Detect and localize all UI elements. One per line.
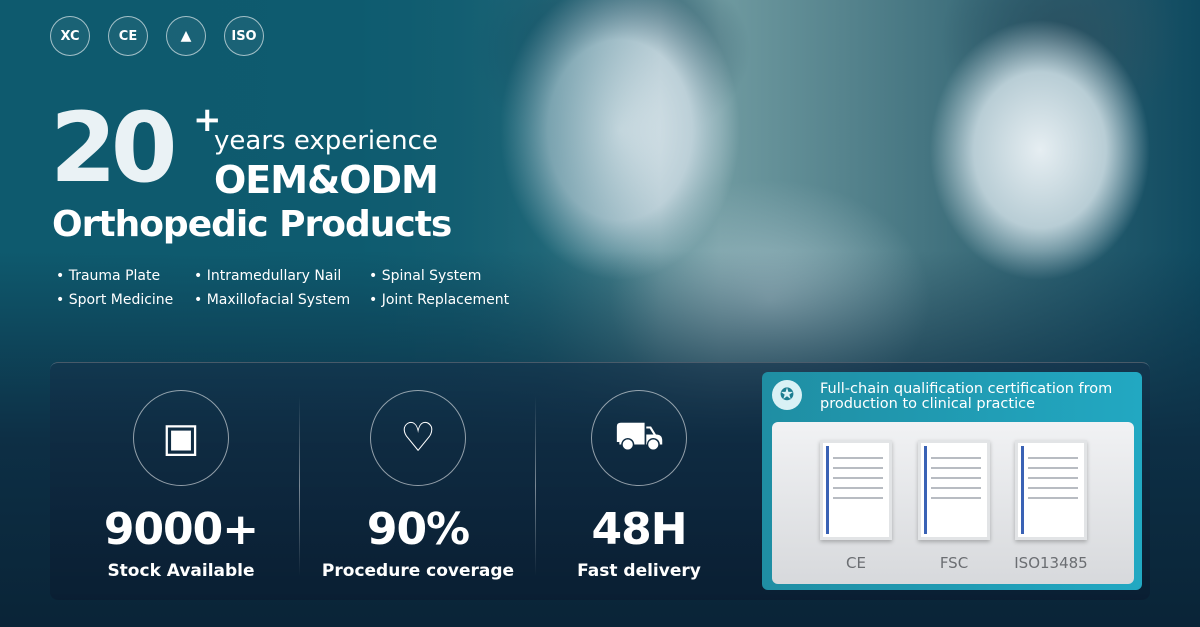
list-item: Spinal System [369, 268, 529, 284]
certificate-label: ISO13485 [1014, 554, 1088, 572]
hand-truck-icon: ⛟ [591, 390, 687, 486]
stat-coverage: ♡ 90% Procedure coverage [301, 390, 535, 581]
certificate-display: CE FSC ISO13485 [772, 422, 1134, 584]
certificate-label: FSC [939, 554, 969, 572]
qualification-title: Full-chain qualification certification f… [820, 381, 1113, 412]
headline-products: Orthopedic Products [52, 204, 452, 245]
ce-certificate-image [820, 440, 892, 540]
product-list: Trauma Plate Intramedullary Nail Spinal … [56, 268, 529, 308]
stat-value: 90% [366, 504, 470, 555]
stat-value: 48H [591, 504, 687, 555]
list-item: Maxillofacial System [194, 292, 369, 308]
stat-label: Procedure coverage [321, 561, 515, 581]
qualification-card: ✪ Full-chain qualification certification… [762, 372, 1142, 590]
list-item: Sport Medicine [56, 292, 194, 308]
ce-icon: CE [108, 16, 148, 56]
stat-label: Stock Available [107, 561, 255, 581]
divider [535, 396, 536, 576]
iso-icon: ISO [224, 16, 264, 56]
certificate-label: CE [846, 554, 866, 572]
oem-odm: OEM&ODM [214, 158, 439, 202]
stat-stock: ▣ 9000+ Stock Available [64, 390, 298, 581]
list-item: Intramedullary Nail [194, 268, 369, 284]
list-item: Joint Replacement [369, 292, 529, 308]
xc-icon: XC [50, 16, 90, 56]
tuv-rheinland-icon: ▲ [166, 16, 206, 56]
stat-label: Fast delivery [577, 561, 701, 581]
list-item: Trauma Plate [56, 268, 194, 284]
fsc-certificate-image [918, 440, 990, 540]
years-experience: years experience [214, 126, 438, 156]
stat-delivery: ⛟ 48H Fast delivery [522, 390, 756, 581]
divider [299, 396, 300, 576]
box-icon: ▣ [133, 390, 229, 486]
iso13485-certificate-image [1015, 440, 1087, 540]
stat-value: 9000+ [103, 504, 259, 555]
heart-surgical-tool-icon: ♡ [370, 390, 466, 486]
years-number: 20 [50, 92, 178, 204]
award-ribbon-icon: ✪ [772, 380, 802, 410]
certification-logos: XC CE ▲ ISO [50, 16, 264, 56]
years-plus: + [193, 100, 222, 140]
